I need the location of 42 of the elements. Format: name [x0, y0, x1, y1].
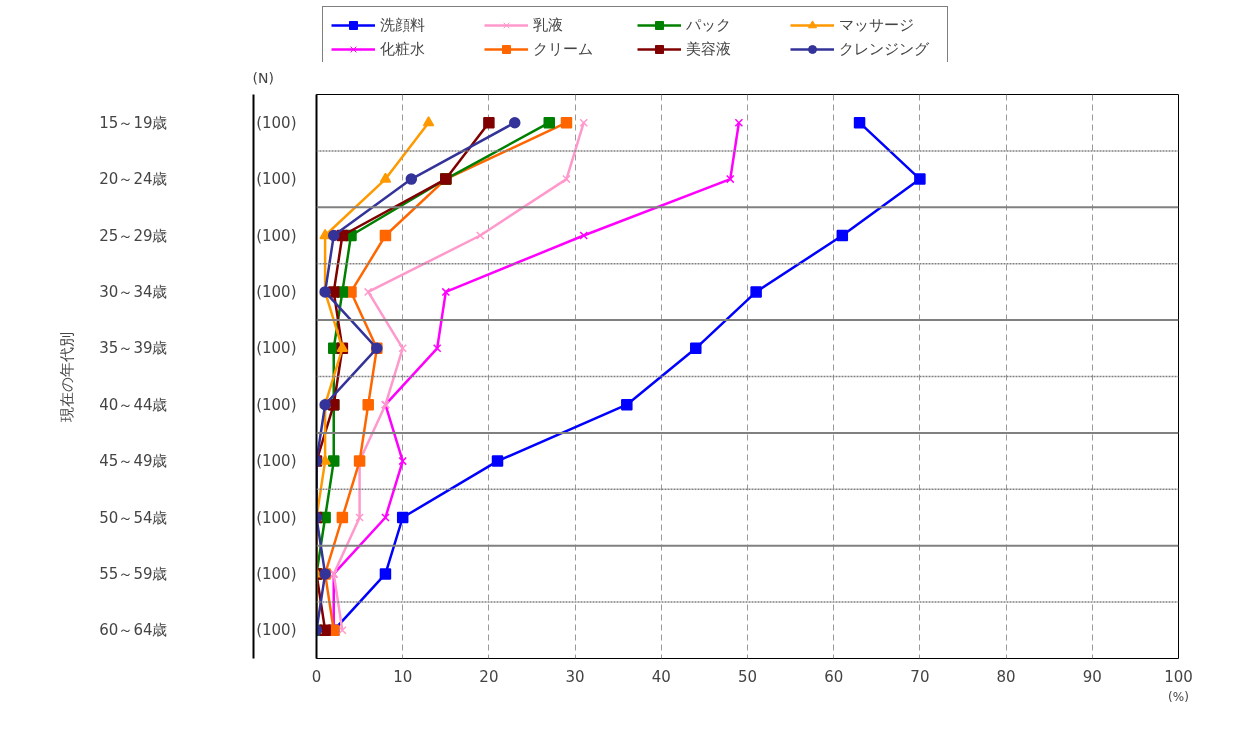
y-tick-label: 20～24歳 — [99, 170, 168, 189]
legend-label: 乳液 — [533, 15, 564, 35]
x-axis-title: (%) — [1168, 689, 1189, 704]
x-tick-label: 30 — [565, 667, 585, 686]
text: (100) — [256, 508, 297, 527]
legend-label: 洗顔料 — [380, 15, 426, 35]
x-tick-label: 70 — [910, 667, 930, 686]
y-tick-label: 40～44歳 — [99, 395, 168, 414]
legend-label: クリーム — [533, 39, 594, 59]
y-axis-title: 現在の年代別 — [58, 331, 77, 422]
x-tick-label: 100 — [1164, 667, 1193, 686]
legend-label: パック — [686, 15, 732, 35]
y-tick-label: 15～19歳 — [99, 113, 168, 132]
text: (100) — [256, 170, 297, 189]
x-tick-label: 0 — [311, 667, 322, 686]
y-tick-label: 50～54歳 — [99, 508, 168, 527]
legend-label: 化粧水 — [380, 39, 426, 59]
y-tick-label: 55～59歳 — [99, 564, 168, 583]
y-tick-label: 30～34歳 — [99, 282, 168, 301]
text: (100) — [256, 282, 297, 301]
legend-label: 美容液 — [686, 39, 732, 59]
x-tick-label: 40 — [651, 667, 671, 686]
y-tick-label: 60～64歳 — [99, 621, 168, 640]
y-tick-label: 45～49歳 — [99, 452, 168, 471]
text: (100) — [256, 113, 297, 132]
text: (100) — [256, 395, 297, 414]
x-tick-label: 20 — [479, 667, 499, 686]
x-tick-label: 50 — [737, 667, 758, 686]
legend-label: マッサージ — [839, 15, 915, 35]
y-tick-label: 25～29歳 — [99, 226, 168, 245]
text: (100) — [256, 452, 297, 471]
x-tick-label: 80 — [996, 667, 1016, 686]
y-tick-label: 35～39歳 — [99, 339, 168, 358]
text: (N) — [252, 69, 274, 86]
text: (100) — [256, 226, 297, 245]
text: (100) — [256, 621, 297, 640]
x-tick-label: 60 — [824, 667, 844, 686]
x-tick-label: 90 — [1082, 667, 1102, 686]
text: (100) — [256, 339, 297, 358]
x-tick-label: 10 — [393, 667, 413, 686]
legend-label: クレンジング — [839, 39, 930, 59]
text: (100) — [256, 564, 297, 583]
